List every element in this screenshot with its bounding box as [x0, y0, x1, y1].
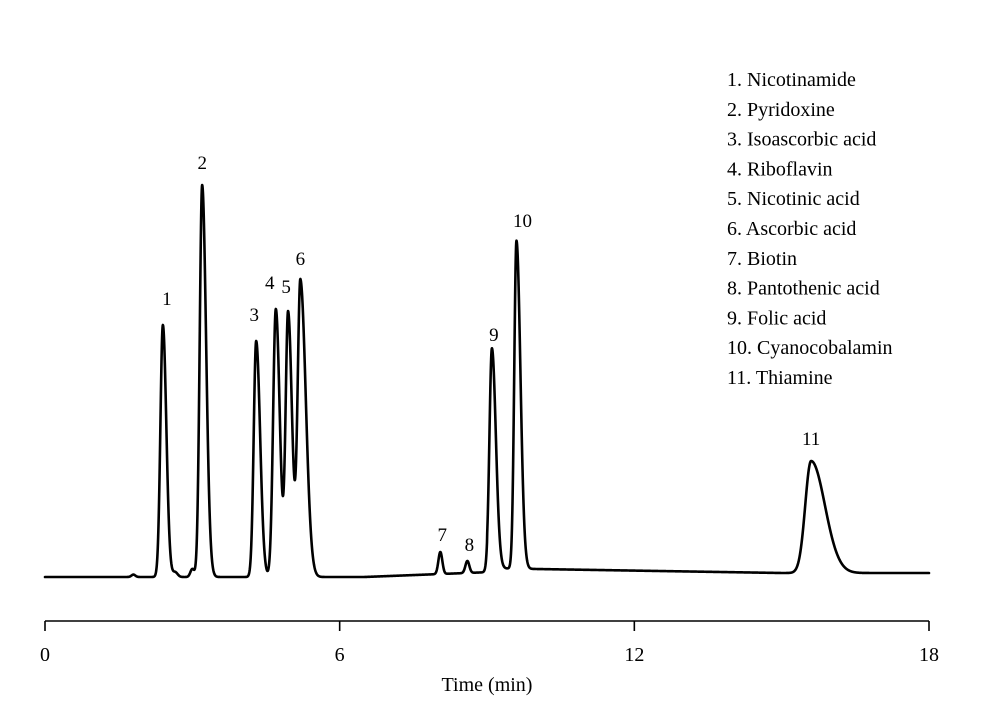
peak-label-4: 4	[265, 273, 275, 294]
legend-item: 10. Cyanocobalamin	[727, 337, 893, 359]
peak-label-2: 2	[197, 153, 207, 174]
peak-label-10: 10	[513, 211, 532, 232]
peak-label-8: 8	[465, 535, 475, 556]
legend-item: 7. Biotin	[727, 248, 797, 270]
peak-label-5: 5	[281, 277, 291, 298]
x-axis-ticks: 0 6 12 18	[40, 621, 939, 666]
legend-item: 2. Pyridoxine	[727, 99, 835, 121]
legend-item: 8. Pantothenic acid	[727, 278, 880, 300]
peak-label-11: 11	[802, 429, 820, 450]
legend-item: 11. Thiamine	[727, 367, 833, 389]
chromatogram-trace	[43, 183, 931, 579]
x-tick-label: 0	[40, 644, 50, 666]
legend-item: 9. Folic acid	[727, 307, 826, 329]
x-tick-label: 6	[335, 644, 345, 666]
peak-labels: 1 2 34 56 7 8 9 10 11	[162, 153, 820, 556]
peak-label-3: 3	[249, 305, 259, 326]
peak-label-7: 7	[438, 525, 448, 546]
legend: 1. Nicotinamide 2. Pyridoxine 3. Isoascorb…	[727, 69, 893, 389]
legend-item: 5. Nicotinic acid	[727, 188, 860, 210]
x-tick-label: 18	[919, 644, 939, 666]
legend-item: 4. Riboflavin	[727, 158, 833, 180]
peak-label-6: 6	[296, 249, 306, 270]
legend-item: 6. Ascorbic acid	[727, 218, 856, 240]
x-axis-title: Time (min)	[442, 674, 533, 696]
x-tick-label: 12	[624, 644, 644, 666]
peak-label-9: 9	[489, 325, 499, 346]
legend-item: 3. Isoascorbic acid	[727, 129, 876, 151]
legend-item: 1. Nicotinamide	[727, 69, 856, 91]
peak-label-1: 1	[162, 289, 172, 310]
